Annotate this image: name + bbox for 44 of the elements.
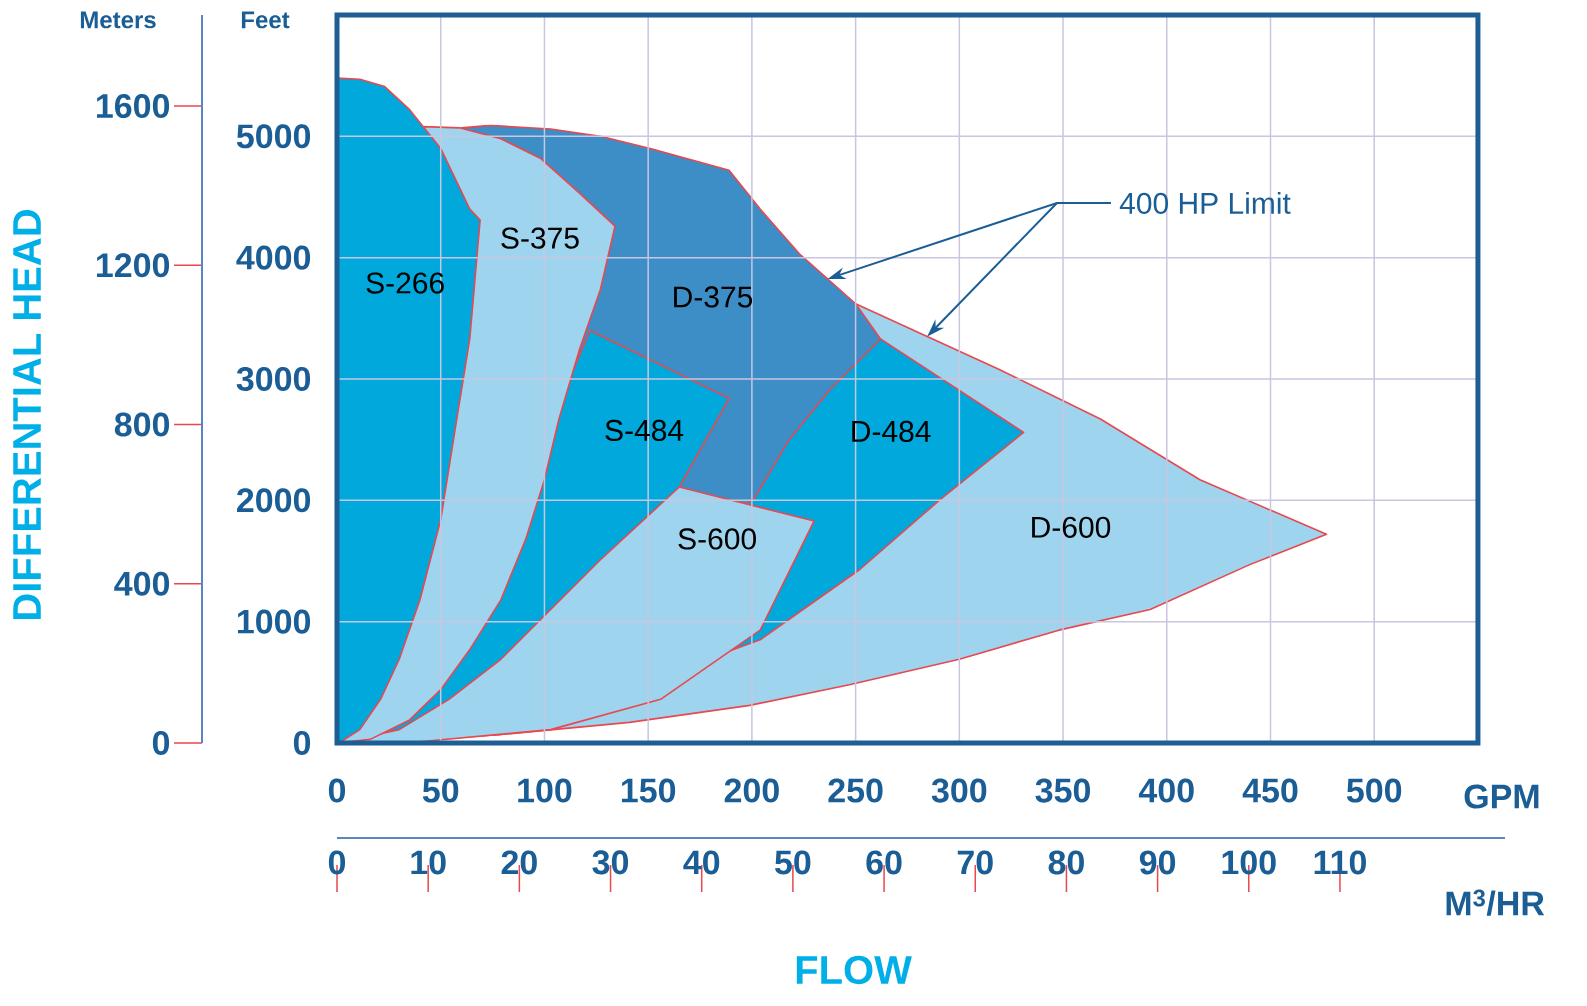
x2-tick-label: 110 <box>1314 850 1366 875</box>
y-tick-label: 3000 <box>236 366 311 392</box>
series-label: S-375 <box>501 227 579 249</box>
y2-tick-label: 0 <box>152 730 170 756</box>
y-axis-title: Feet <box>241 11 290 29</box>
x-tick-label: 450 <box>1242 778 1298 803</box>
x-tick-label: 500 <box>1346 778 1402 803</box>
y-tick-label: 5000 <box>236 124 311 149</box>
x-axis-title: GPM <box>1464 784 1539 809</box>
series-label: D-600 <box>1032 516 1111 538</box>
text: FLOW <box>796 955 912 985</box>
x2-tick-label: 80 <box>1048 850 1084 875</box>
x-tick-label: 200 <box>724 778 779 803</box>
x2-tick-label: 100 <box>1222 850 1276 875</box>
x-tick-label: 0 <box>328 778 346 803</box>
annotation: 400 HP Limit <box>1119 191 1291 215</box>
y-tick-label: 4000 <box>236 245 311 270</box>
x-tick-label: 100 <box>518 778 572 803</box>
x2-tick-label: 90 <box>1139 850 1176 875</box>
y2-tick-label: 1600 <box>96 94 170 119</box>
x-tick-label: 150 <box>621 778 676 803</box>
series-label: S-600 <box>678 528 756 550</box>
y-tick-label: 0 <box>293 730 311 756</box>
x2-axis-title: M$^{3}$/HR <box>1446 889 1545 916</box>
x-tick-label: 300 <box>931 778 987 803</box>
y2-tick-label: 800 <box>114 412 170 437</box>
x2-tick-label: 30 <box>592 850 629 875</box>
x-tick-label: 250 <box>828 778 883 803</box>
x2-tick-label: 20 <box>501 850 537 875</box>
y2-tick-label: 400 <box>114 571 170 596</box>
x2-tick-label: 70 <box>957 850 993 875</box>
y2-tick-label: 1200 <box>96 253 170 278</box>
x-tick-label: 50 <box>422 778 459 803</box>
y2-axis-title: Meters <box>80 11 156 29</box>
text: DIFFERENTIAL HEAD <box>13 210 41 619</box>
x2-tick-label: 50 <box>775 850 811 875</box>
x2-tick-label: 0 <box>328 850 346 875</box>
x-tick-label: 350 <box>1035 778 1091 803</box>
x2-tick-label: 60 <box>866 850 902 875</box>
y-tick-label: 2000 <box>237 488 311 513</box>
x-tick-label: 400 <box>1138 778 1194 803</box>
y-tick-label: 1000 <box>237 609 311 634</box>
x2-tick-label: 10 <box>411 850 446 875</box>
x2-tick-label: 40 <box>683 850 720 875</box>
